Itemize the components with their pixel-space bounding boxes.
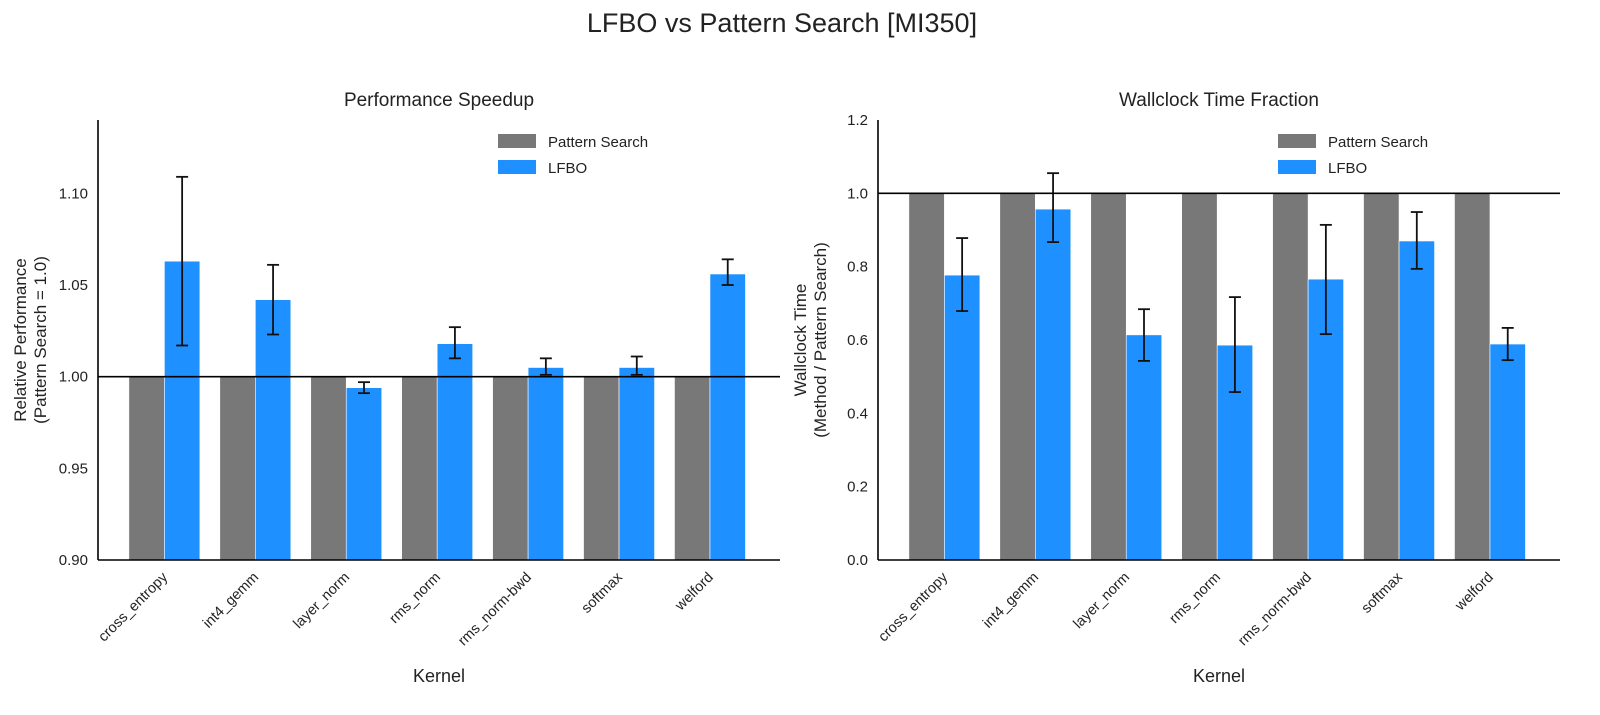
x-axis-label: Kernel: [1193, 666, 1245, 686]
bar-pattern-search: [999, 193, 1036, 561]
x-tick-label: softmax: [1359, 569, 1407, 617]
y-tick-label: 1.00: [59, 369, 88, 386]
y-axis-label: Relative Performance: [11, 258, 30, 421]
x-tick-label: layer_norm: [290, 570, 353, 633]
chart-title: Wallclock Time Fraction: [1119, 90, 1319, 111]
x-tick-label: int4_gemm: [200, 570, 262, 632]
bar-lfbo: [1398, 240, 1435, 561]
bar-pattern-search: [310, 376, 347, 561]
y-axis-label: (Pattern Search = 1.0): [31, 256, 50, 424]
y-tick-label: 0.2: [847, 479, 868, 496]
bar-lfbo: [255, 299, 292, 561]
y-tick-label: 1.10: [59, 185, 88, 202]
legend-label-pattern-search: Pattern Search: [548, 134, 648, 151]
x-tick-label: welford: [672, 570, 717, 615]
legend-swatch-lfbo: [498, 160, 536, 174]
x-tick-label: layer_norm: [1070, 570, 1133, 633]
bar-lfbo: [709, 273, 746, 561]
legend-swatch-lfbo: [1278, 160, 1316, 174]
figure-title: LFBO vs Pattern Search [MI350]: [587, 8, 977, 38]
y-tick-label: 1.0: [847, 185, 868, 202]
y-tick-label: 0.4: [847, 405, 868, 422]
bar-lfbo: [1489, 343, 1526, 561]
x-tick-label: rms_norm: [1167, 570, 1224, 627]
wallclock-time-chart: Wallclock Time Fraction 0.0 0.2 0.4 0.6 0.8 1.…: [791, 90, 1560, 686]
bar-lfbo: [527, 367, 564, 561]
y-tick-label: 0.90: [59, 552, 88, 569]
x-tick-label: cross_entropy: [95, 569, 171, 645]
bar-pattern-search: [401, 376, 438, 561]
y-axis-label-group: Relative Performance (Pattern Search = 1.…: [11, 256, 50, 424]
bar-pattern-search: [128, 376, 165, 561]
y-axis-label: (Method / Pattern Search): [811, 242, 830, 438]
bar-pattern-search: [674, 376, 711, 561]
bar-pattern-search: [1363, 193, 1400, 561]
chart-title: Performance Speedup: [344, 90, 534, 111]
bar-lfbo: [1035, 208, 1072, 561]
legend-swatch-pattern-search: [498, 134, 536, 148]
bar-pattern-search: [1090, 193, 1127, 561]
bar-lfbo: [1125, 334, 1163, 561]
y-tick-label: 0.95: [59, 460, 88, 477]
legend-swatch-pattern-search: [1278, 134, 1316, 148]
legend-label-pattern-search: Pattern Search: [1328, 134, 1428, 151]
y-tick-label: 1.05: [59, 277, 88, 294]
bar-lfbo: [944, 274, 981, 561]
y-tick-label: 0.0: [847, 552, 868, 569]
x-tick-label: rms_norm-bwd: [455, 570, 535, 650]
x-tick-label: welford: [1452, 570, 1497, 615]
bar-lfbo: [345, 387, 383, 561]
x-axis-label: Kernel: [413, 666, 465, 686]
legend-label-lfbo: LFBO: [1328, 160, 1367, 177]
bar-pattern-search: [219, 376, 256, 561]
legend-label-lfbo: LFBO: [548, 160, 587, 177]
performance-speedup-chart: Performance Speedup 0.90 0.95 1.00 1.05 1.10 R…: [11, 90, 780, 686]
y-tick-label: 1.2: [847, 112, 868, 129]
bar-pattern-search: [1272, 193, 1309, 561]
y-axis-label-group: Wallclock Time (Method / Pattern Search): [791, 242, 830, 438]
y-tick-label: 0.6: [847, 332, 868, 349]
x-tick-label: softmax: [579, 569, 627, 617]
x-tick-label: rms_norm-bwd: [1235, 570, 1315, 650]
bar-pattern-search: [1181, 193, 1218, 561]
y-tick-label: 0.8: [847, 259, 868, 276]
bar-pattern-search: [908, 193, 945, 561]
bar-pattern-search: [1454, 193, 1491, 561]
bar-pattern-search: [583, 376, 620, 561]
x-tick-label: rms_norm: [387, 570, 444, 627]
x-tick-label: cross_entropy: [875, 569, 951, 645]
y-axis-label: Wallclock Time: [791, 284, 810, 397]
bar-lfbo: [618, 367, 655, 561]
x-tick-label: int4_gemm: [980, 570, 1042, 632]
bar-pattern-search: [492, 376, 529, 561]
